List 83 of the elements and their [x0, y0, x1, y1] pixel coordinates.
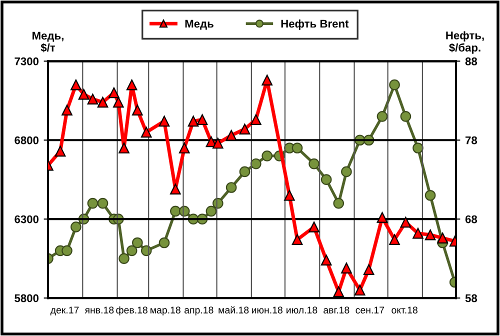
- x-tick-label: авг.18: [324, 306, 350, 314]
- point: [400, 111, 412, 122]
- legend-label: Нефть Brent: [281, 19, 349, 30]
- x-tick-label: сен.17: [356, 306, 384, 314]
- point: [250, 158, 262, 170]
- point: [70, 79, 82, 90]
- point: [212, 138, 224, 149]
- point: [54, 146, 66, 157]
- point: [113, 96, 124, 108]
- point: [206, 206, 217, 217]
- point: [333, 286, 344, 298]
- point: [87, 94, 98, 104]
- point: [376, 212, 388, 223]
- x-tick-label: май.18: [218, 306, 249, 314]
- y-tick-label: 6300: [14, 215, 39, 224]
- point: [158, 237, 170, 248]
- point: [108, 87, 120, 98]
- x-tick-label: дек.17: [50, 306, 79, 316]
- point: [354, 284, 366, 296]
- y2-tick-label: 58: [465, 294, 478, 302]
- point: [239, 166, 250, 178]
- y2-tick-label: 68: [465, 215, 478, 224]
- x-tick-label: июл.18: [286, 306, 318, 314]
- point: [140, 126, 152, 138]
- point: [424, 190, 436, 201]
- point: [178, 142, 190, 154]
- point: [132, 237, 143, 248]
- point: [78, 88, 90, 100]
- y2-tick-label: 78: [466, 136, 478, 144]
- point: [292, 234, 303, 246]
- point: [226, 130, 237, 141]
- point: [118, 142, 130, 154]
- point: [126, 245, 138, 256]
- y2-tick-label: 88: [465, 57, 478, 66]
- point: [97, 96, 108, 108]
- y-tick-label: 6800: [14, 136, 39, 144]
- legend-label: Медь: [185, 20, 214, 30]
- point: [389, 234, 400, 246]
- point: [250, 114, 262, 125]
- point: [389, 79, 400, 90]
- y-tick-label: 5800: [14, 294, 39, 302]
- point: [262, 74, 273, 86]
- point: [400, 216, 412, 228]
- y-axis-title: Медь, $/т: [32, 32, 64, 52]
- point: [412, 228, 424, 239]
- point: [118, 253, 130, 264]
- point: [363, 264, 374, 276]
- point: [239, 124, 250, 134]
- point: [308, 158, 320, 170]
- point: [341, 166, 352, 178]
- point: [320, 254, 332, 266]
- point: [376, 111, 388, 122]
- point: [62, 245, 72, 256]
- point: [437, 232, 448, 244]
- x-tick-label: фев.18: [116, 306, 148, 316]
- point: [320, 174, 332, 186]
- point: [341, 262, 352, 274]
- x-tick-label: июн.18: [252, 306, 282, 314]
- point: [292, 142, 303, 154]
- x-tick-label: мар.18: [150, 306, 180, 316]
- y-tick-label: 7300: [14, 57, 39, 66]
- point: [196, 114, 208, 125]
- point: [308, 222, 320, 232]
- point: [188, 116, 199, 127]
- point: [333, 198, 344, 209]
- x-tick-label: янв.18: [84, 306, 114, 314]
- point: [412, 142, 424, 154]
- point: [70, 222, 82, 232]
- point: [87, 198, 98, 209]
- x-tick-label: апр.18: [184, 306, 214, 316]
- point: [97, 198, 108, 209]
- point: [424, 229, 436, 240]
- point: [170, 206, 181, 217]
- point: [262, 150, 273, 162]
- point: [132, 104, 143, 116]
- x-tick-label: окт.18: [392, 306, 418, 314]
- point: [284, 190, 295, 201]
- point: [126, 79, 138, 90]
- y2-axis-title: Нефть, $/бар.: [446, 31, 484, 54]
- point: [158, 116, 170, 127]
- point: [226, 182, 237, 193]
- point: [62, 104, 72, 116]
- point: [170, 184, 181, 194]
